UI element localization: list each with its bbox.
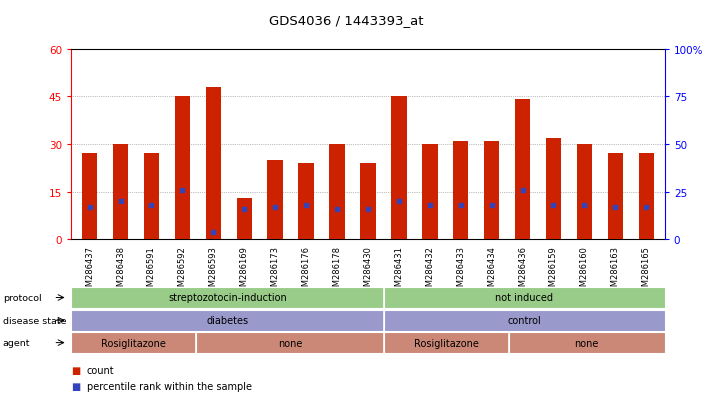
Bar [205,88,221,240]
Bar [484,141,499,240]
Text: disease state: disease state [3,316,66,325]
Text: ■: ■ [71,381,80,391]
Text: count: count [87,365,114,375]
Bar [515,100,530,240]
Bar [82,154,97,240]
Text: Rosiglitazone: Rosiglitazone [414,338,479,348]
Text: agent: agent [3,338,31,347]
Text: GDS4036 / 1443393_at: GDS4036 / 1443393_at [269,14,424,27]
Text: protocol: protocol [3,293,41,302]
Bar [391,97,407,240]
Text: control: control [508,316,541,325]
Bar [237,198,252,240]
Text: ■: ■ [71,365,80,375]
Bar [546,138,561,240]
Bar [422,145,437,240]
Text: not induced: not induced [495,293,553,303]
Text: streptozotocin-induction: streptozotocin-induction [168,293,287,303]
Text: none: none [277,338,302,348]
Bar [267,160,283,240]
Text: percentile rank within the sample: percentile rank within the sample [87,381,252,391]
Text: diabetes: diabetes [206,316,248,325]
Bar [608,154,623,240]
Bar [329,145,345,240]
Bar [113,145,128,240]
Bar [299,164,314,240]
Bar [638,154,654,240]
Bar [453,141,469,240]
Bar [175,97,190,240]
Bar [360,164,375,240]
Bar [577,145,592,240]
Text: Rosiglitazone: Rosiglitazone [101,338,166,348]
Bar [144,154,159,240]
Text: none: none [574,338,599,348]
